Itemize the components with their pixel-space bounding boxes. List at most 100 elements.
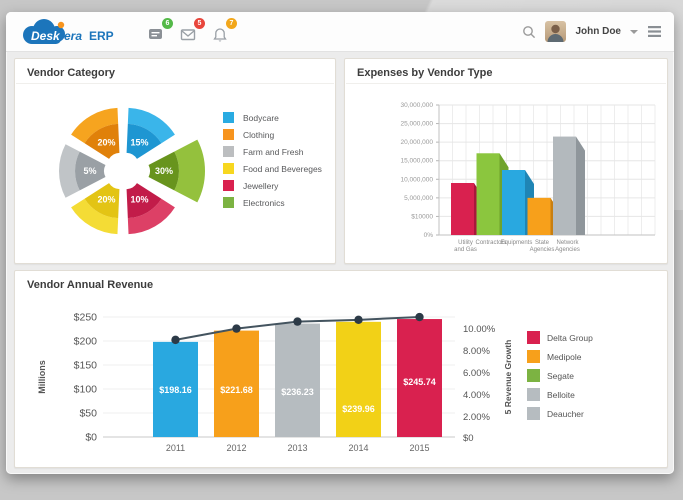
left-axis-tick-label: $200 (74, 336, 98, 348)
expenses-panel: Expenses by Vendor Type 30,000,000 25,000… (344, 58, 668, 264)
pie-segment-bodycare[interactable]: 15% (126, 107, 175, 159)
legend-label: Deaucher (547, 409, 584, 419)
left-axis-tick-label: $100 (74, 384, 98, 396)
right-axis-tick-label: 8.00% (463, 346, 490, 357)
growth-point-2013[interactable] (293, 317, 302, 326)
legend-item-delta-group[interactable]: Delta Group (527, 331, 593, 344)
x-axis-category-label: Contractors (475, 240, 506, 246)
x-axis-year-label: 2013 (287, 443, 307, 453)
user-name[interactable]: John Doe (575, 26, 621, 37)
y-axis-tick-label: $10000 (411, 213, 433, 220)
vendor-category-pie-chart: 15% 30% 10% 20% 5% 20% (58, 107, 206, 235)
bar-network-agencies[interactable] (553, 136, 585, 235)
legend-label: Medipole (547, 352, 582, 362)
pie-segment-value: 15% (130, 138, 148, 148)
legend-item-farm-and-fresh[interactable]: Farm and Fresh (223, 143, 322, 160)
chat-icon (149, 28, 162, 39)
right-axis-tick-label: 4.00% (463, 390, 490, 401)
legend-swatch (223, 197, 234, 208)
growth-point-2014[interactable] (354, 315, 363, 325)
x-axis-category-label: Agencies (555, 247, 580, 253)
pie-segment-farm-and-fresh[interactable]: 5% (58, 144, 106, 198)
search-icon[interactable] (522, 25, 536, 39)
envelope-icon (180, 28, 196, 40)
x-axis-year-label: 2014 (348, 443, 368, 453)
x-axis-category-label: Network (556, 240, 579, 246)
legend-label: Food and Bevereges (243, 163, 322, 174)
y-axis-tick-label: 25,000,000 (400, 121, 433, 128)
pie-segment-value: 10% (130, 195, 148, 205)
panel-title: Vendor Category (27, 67, 116, 79)
legend-swatch (223, 163, 234, 174)
revenue-bar-2015[interactable]: $245.74 (397, 319, 442, 437)
legend-item-food-and-bevereges[interactable]: Food and Bevereges (223, 160, 322, 177)
avatar[interactable] (545, 21, 567, 42)
revenue-bar-2011[interactable]: $198.16 (153, 341, 198, 437)
y-axis-tick-label: 5,000,000 (404, 195, 433, 202)
x-axis-year-label: 2012 (226, 443, 246, 453)
y-axis-tick-label: 10,000,000 (400, 176, 433, 183)
legend-item-belloite[interactable]: Belloite (527, 388, 575, 401)
logo-dot (57, 21, 65, 28)
bell-icon (213, 27, 227, 41)
divider (346, 83, 666, 84)
pie-segment-electronics[interactable]: 30% (148, 139, 206, 203)
legend-item-medipole[interactable]: Medipole (527, 350, 582, 363)
revenue-bar-2013[interactable]: $236.23 (275, 323, 320, 437)
pie-segment-food-and-bevereges[interactable]: 20% (71, 183, 120, 235)
bar-face (336, 321, 381, 437)
legend-item-electronics[interactable]: Electronics (223, 194, 322, 211)
deskera-logo[interactable]: Desk era ERP (16, 18, 134, 46)
pie-segment-clothing[interactable]: 20% (71, 107, 120, 159)
bar-value-label: $239.96 (342, 404, 375, 414)
legend-item-segate[interactable]: Segate (527, 369, 574, 382)
app-window: Desk era ERP 6 5 (6, 12, 674, 474)
legend-swatch (223, 129, 234, 140)
pie-segment-jewellery[interactable]: 10% (126, 183, 175, 235)
legend-item-deaucher[interactable]: Deaucher (527, 407, 584, 420)
bar-face (527, 197, 551, 235)
left-axis-tick-label: $150 (74, 360, 98, 372)
legend-swatch (527, 350, 540, 363)
legend-label: Belloite (547, 390, 575, 400)
panel-title: Expenses by Vendor Type (357, 67, 493, 79)
mail-button[interactable]: 5 (180, 17, 205, 44)
x-axis-year-label: 2015 (409, 443, 429, 453)
person-photo-icon (547, 24, 564, 42)
legend-label: Segate (547, 371, 574, 381)
x-axis-category-label: Agencies (530, 247, 555, 253)
app-header: Desk era ERP 6 5 (6, 12, 674, 52)
bar-face (397, 319, 442, 437)
y-axis-tick-label: 30,000,000 (400, 102, 433, 109)
alerts-button[interactable]: 7 (212, 17, 237, 44)
bar-side-face (576, 136, 585, 235)
bar-face (451, 183, 474, 235)
messages-badge: 6 (162, 17, 173, 29)
revenue-bar-2014[interactable]: $239.96 (336, 321, 381, 437)
bar-value-label: $245.74 (403, 377, 436, 387)
growth-point-2011[interactable] (171, 335, 180, 345)
chevron-down-icon[interactable] (630, 29, 638, 34)
pie-legend: Bodycare Clothing Farm and Fresh Food and B… (223, 109, 322, 211)
legend-item-jewellery[interactable]: Jewellery (223, 177, 322, 194)
legend-item-clothing[interactable]: Clothing (223, 126, 322, 143)
x-axis-category-label: Utility (458, 240, 473, 246)
legend-item-bodycare[interactable]: Bodycare (223, 109, 322, 126)
y-axis-tick-label: 20,000,000 (400, 139, 433, 146)
divider (16, 83, 334, 84)
legend-label: Delta Group (547, 333, 593, 343)
legend-swatch (527, 331, 540, 344)
revenue-bar-2012[interactable]: $221.68 (214, 330, 259, 437)
right-axis-title: 5 Revenue Growth (503, 340, 513, 415)
growth-point-2015[interactable] (415, 312, 424, 322)
menu-icon[interactable] (647, 24, 662, 39)
growth-point-2012[interactable] (232, 324, 241, 333)
legend-swatch (527, 369, 540, 382)
messages-button[interactable]: 6 (148, 17, 173, 44)
notification-icons: 6 5 7 (148, 17, 237, 44)
vendor-category-panel: Vendor Category 15% 30% 10% 20% 5% 20% Bodyca… (14, 58, 336, 264)
x-axis-category-label: State (535, 240, 550, 246)
y-axis-tick-label: 0% (424, 232, 434, 239)
y-axis-tick-label: 15,000,000 (400, 158, 433, 165)
revenue-panel: Vendor Annual Revenue $250 $200 $150 $100 $5… (14, 270, 668, 468)
